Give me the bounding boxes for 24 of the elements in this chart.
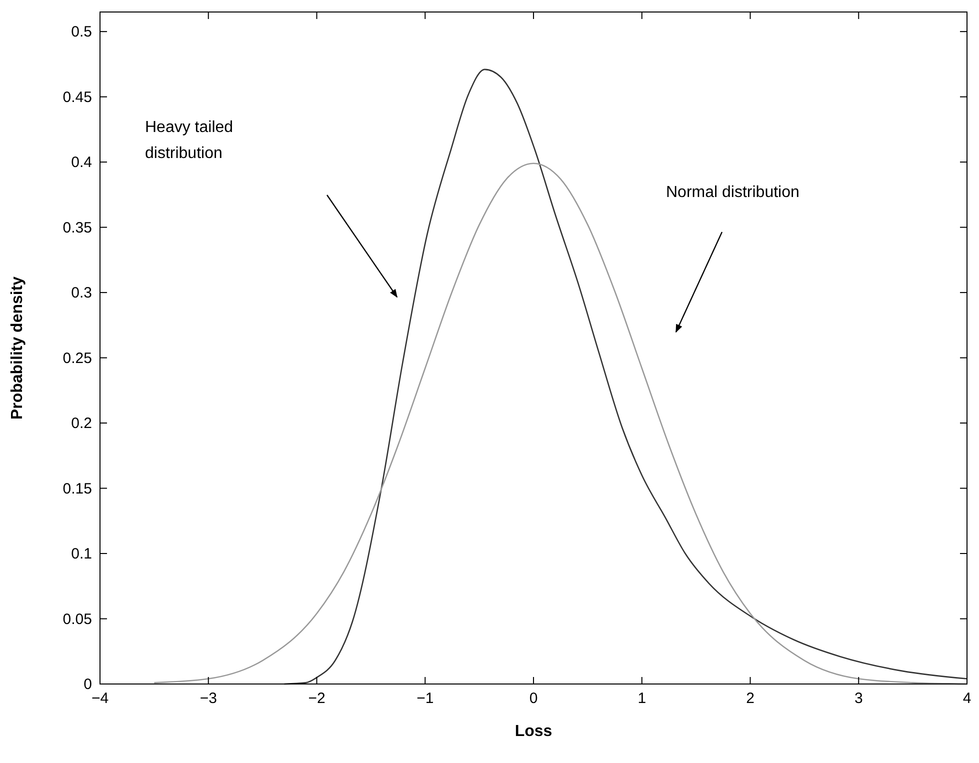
y-tick-label: 0	[84, 676, 92, 693]
x-tick-label: −3	[200, 690, 217, 707]
x-tick-label: 0	[529, 690, 538, 707]
x-tick-label: 4	[962, 690, 972, 707]
y-tick-label: 0.35	[62, 219, 92, 236]
y-tick-label: 0.15	[62, 480, 92, 498]
x-tick-label: 1	[638, 690, 646, 707]
y-tick-label: 0.25	[62, 350, 92, 367]
x-tick-label: 2	[746, 690, 754, 707]
y-axis-title: Probability density	[9, 276, 26, 420]
y-tick-label: 0.3	[71, 284, 92, 302]
y-tick-label: 0.45	[62, 88, 92, 106]
y-tick-label: 0.05	[62, 610, 92, 628]
x-tick-label: −1	[416, 690, 434, 707]
x-tick-label: 3	[854, 690, 863, 707]
y-tick-label: 0.5	[71, 24, 92, 41]
y-tick-label: 0.2	[71, 415, 92, 432]
y-tick-label: 0.4	[71, 154, 92, 172]
annotation: Normal distribution	[666, 184, 800, 201]
x-tick-label: −4	[91, 690, 109, 707]
y-tick-label: 0.1	[71, 546, 92, 563]
x-axis-title: Loss	[514, 723, 552, 740]
x-tick-label: −2	[308, 690, 326, 707]
annotation: Heavy tailed distribution	[145, 119, 234, 162]
